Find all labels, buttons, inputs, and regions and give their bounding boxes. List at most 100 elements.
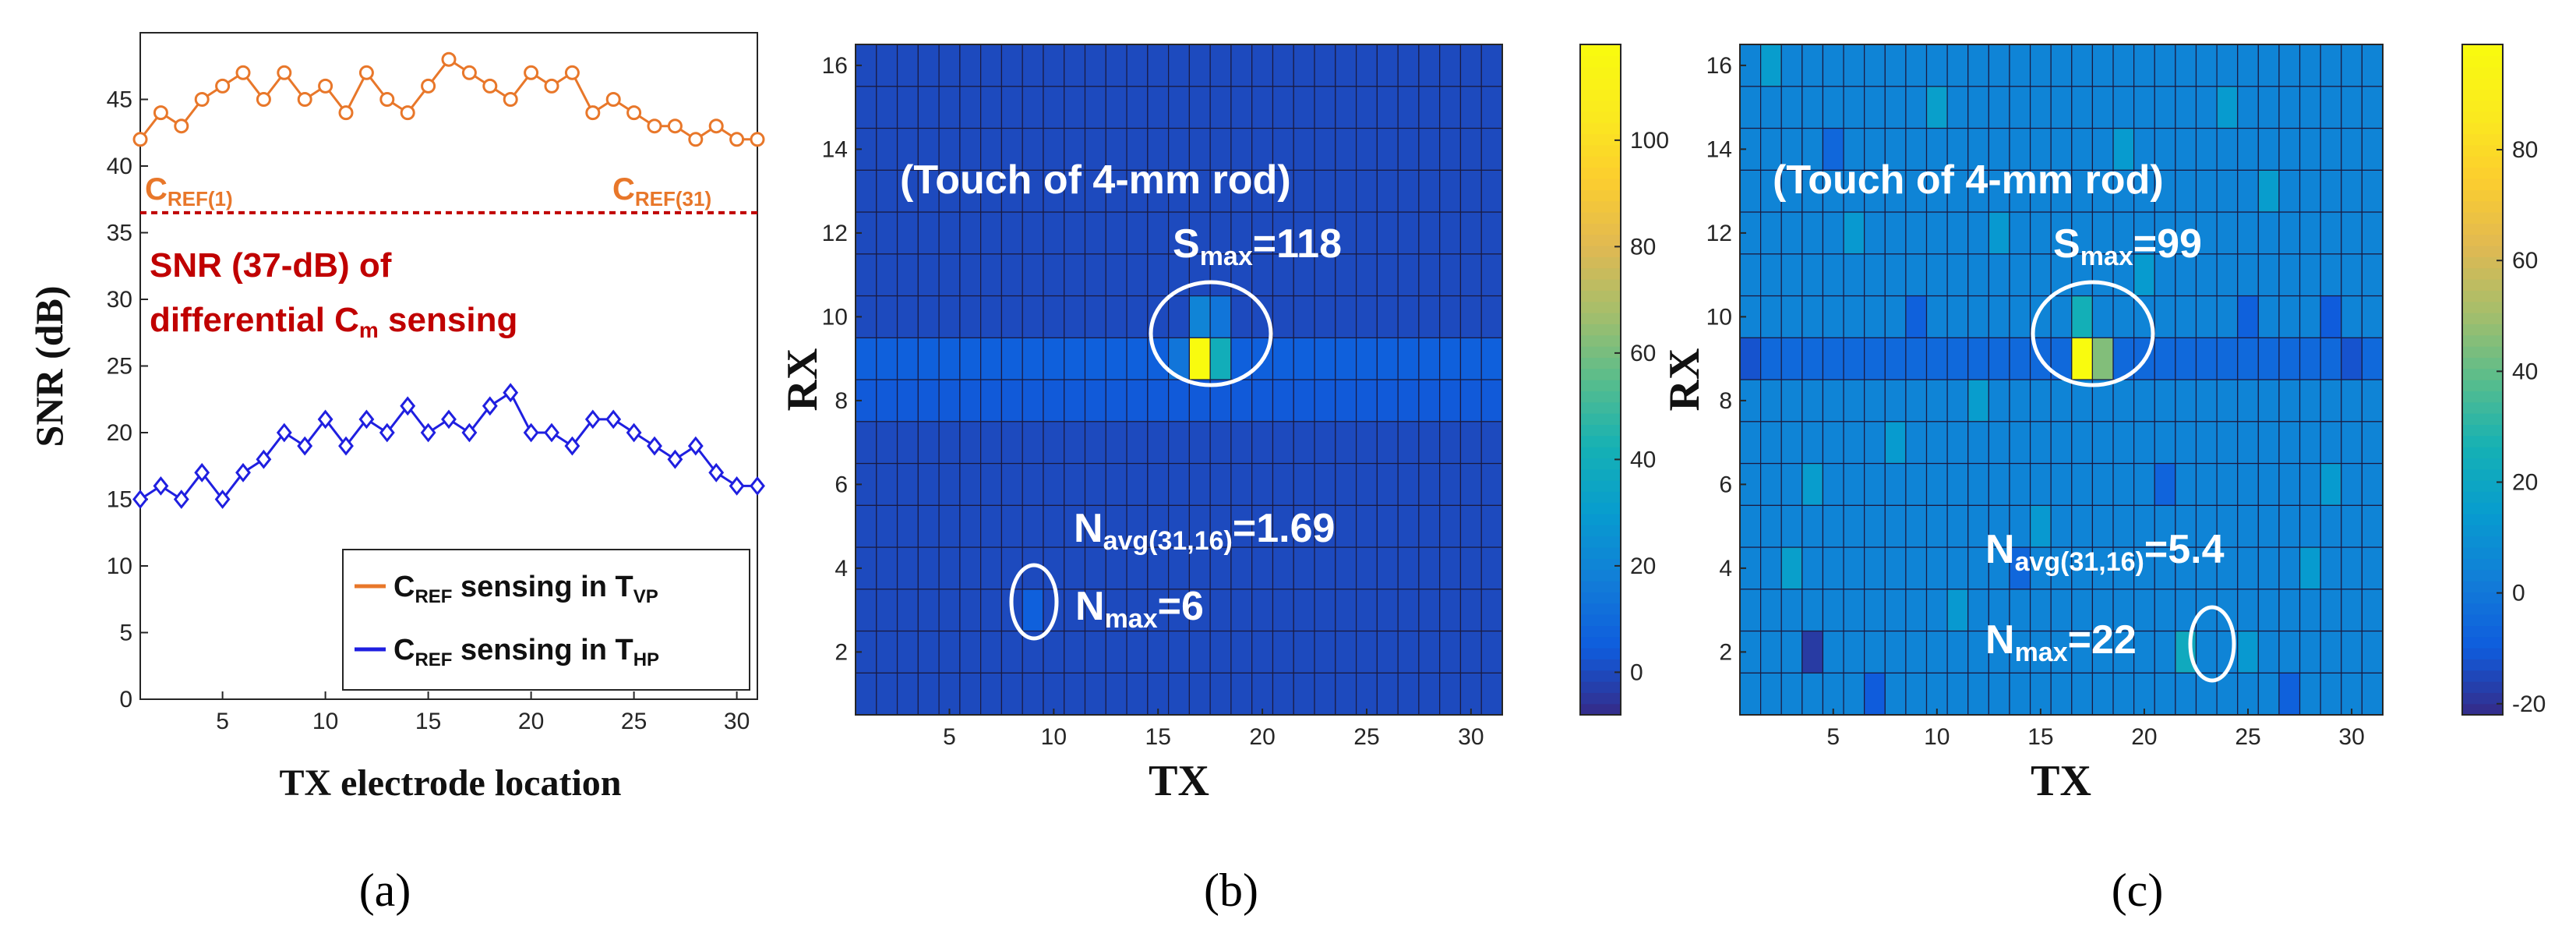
heatmap-cell xyxy=(1905,337,1928,380)
navg-label: Navg(31,16)=5.4 xyxy=(1985,527,2225,577)
heatmap-cell xyxy=(1480,504,1503,548)
heatmap-cell xyxy=(2050,86,2073,129)
panel-c-ticks: 5 10 15 20 25 30 2 4 6 8 10 12 14 16 xyxy=(1706,53,2365,750)
colorbar-tick-label: 60 xyxy=(2512,248,2538,274)
heatmap-cell xyxy=(1822,630,1844,674)
heatmap-cell xyxy=(2029,379,2052,423)
colorbar-segment xyxy=(2462,156,2503,168)
heatmap-cell xyxy=(1272,630,1294,674)
x-tick-label: 20 xyxy=(1249,724,1275,750)
heatmap-cell xyxy=(1988,589,2010,632)
heatmap-cell xyxy=(1126,379,1149,423)
colorbar-segment xyxy=(2462,558,2503,571)
heatmap-cell xyxy=(938,211,961,255)
heatmap-cell xyxy=(2237,672,2259,716)
heatmap-cell xyxy=(2361,630,2384,674)
heatmap-cell xyxy=(1884,211,1907,255)
heatmap-cell xyxy=(1064,295,1086,338)
heatmap-cell xyxy=(2195,546,2218,590)
heatmap-cell xyxy=(1230,295,1253,338)
y-tick-label: 5 xyxy=(119,620,132,646)
heatmap-cell xyxy=(1251,462,1274,506)
x-tick-label: 15 xyxy=(415,709,441,734)
heatmap-cell xyxy=(2320,169,2342,213)
heatmap-cell xyxy=(1988,211,2010,255)
heatmap-cell xyxy=(2341,127,2363,171)
heatmap-cell xyxy=(1209,253,1232,297)
heatmap-cell xyxy=(1439,379,1462,423)
colorbar-tick-label: 100 xyxy=(1630,128,1669,154)
heatmap-cell xyxy=(896,630,919,674)
heatmap-cell xyxy=(1418,253,1441,297)
colorbar-segment xyxy=(1580,246,1621,257)
heatmap-cell xyxy=(2299,630,2321,674)
heatmap-cell xyxy=(917,462,940,506)
heatmap-cell xyxy=(2361,504,2384,548)
heatmap-cell xyxy=(1272,211,1294,255)
heatmap-cell xyxy=(1418,44,1441,87)
heatmap-cell xyxy=(1822,462,1844,506)
colorbar-segment xyxy=(1580,447,1621,458)
colorbar-segment xyxy=(2462,447,2503,458)
heatmap-cell xyxy=(917,253,940,297)
heatmap-cell xyxy=(1293,421,1315,465)
heatmap-cell xyxy=(1126,44,1149,87)
heatmap-cell xyxy=(2133,546,2155,590)
x-tick-label: 5 xyxy=(1826,724,1840,750)
x-axis-label: TX xyxy=(2031,757,2091,805)
heatmap-cell xyxy=(1925,295,1948,338)
heatmap-cell xyxy=(2133,462,2155,506)
heatmap-cell xyxy=(2278,504,2301,548)
x-tick-label: 10 xyxy=(1041,724,1067,750)
heatmap-cell xyxy=(876,44,898,87)
heatmap-cell xyxy=(855,86,877,129)
heatmap-cell xyxy=(1864,589,1886,632)
heatmap-cell xyxy=(1314,589,1336,632)
colorbar-tick-label: 0 xyxy=(2512,581,2525,606)
colorbar-segment xyxy=(2462,569,2503,582)
heatmap-cell xyxy=(1209,589,1232,632)
heatmap-cell xyxy=(1480,337,1503,380)
heatmap-cell xyxy=(2278,589,2301,632)
heatmap-cell xyxy=(1967,295,1989,338)
colorbar-segment xyxy=(1580,581,1621,592)
heatmap-cell xyxy=(2257,127,2280,171)
colorbar-segment xyxy=(2462,301,2503,313)
heatmap-cell xyxy=(1147,630,1170,674)
heatmap-cell xyxy=(2257,421,2280,465)
heatmap-cell xyxy=(2361,295,2384,338)
heatmap-cell xyxy=(1293,630,1315,674)
heatmap-cell xyxy=(1084,253,1106,297)
data-point-hp xyxy=(482,396,498,416)
heatmap-cell xyxy=(1946,589,1969,632)
heatmap-cell xyxy=(1780,337,1803,380)
heatmap-cell xyxy=(1335,462,1357,506)
colorbar-segment xyxy=(2462,659,2503,671)
heatmap-cell xyxy=(1314,127,1336,171)
heatmap-cell xyxy=(1293,127,1315,171)
heatmap-cell xyxy=(2237,421,2259,465)
navg-label: Navg(31,16)=1.69 xyxy=(1074,506,1335,556)
heatmap-cell xyxy=(1480,672,1503,716)
heatmap-cell xyxy=(1967,546,1989,590)
heatmap-cell xyxy=(1355,337,1378,380)
heatmap-cell xyxy=(1293,86,1315,129)
heatmap-cell xyxy=(2237,211,2259,255)
heatmap-cell xyxy=(1884,672,1907,716)
heatmap-cell xyxy=(1439,44,1462,87)
data-point-vp xyxy=(585,105,601,121)
heatmap-cell xyxy=(2341,253,2363,297)
data-point-hp xyxy=(605,409,622,430)
heatmap-cell xyxy=(1988,504,2010,548)
heatmap-cell xyxy=(1480,462,1503,506)
heatmap-cell xyxy=(1168,630,1190,674)
heatmap-cell xyxy=(1272,462,1294,506)
heatmap-cell xyxy=(2112,630,2135,674)
heatmap-cell xyxy=(876,589,898,632)
heatmap-cell xyxy=(2278,169,2301,213)
y-tick-label: 0 xyxy=(119,687,132,712)
y-tick-label: 35 xyxy=(107,221,132,246)
heatmap-cell xyxy=(1760,253,1782,297)
heatmap-cell xyxy=(1459,44,1482,87)
colorbar-segment xyxy=(2462,603,2503,615)
